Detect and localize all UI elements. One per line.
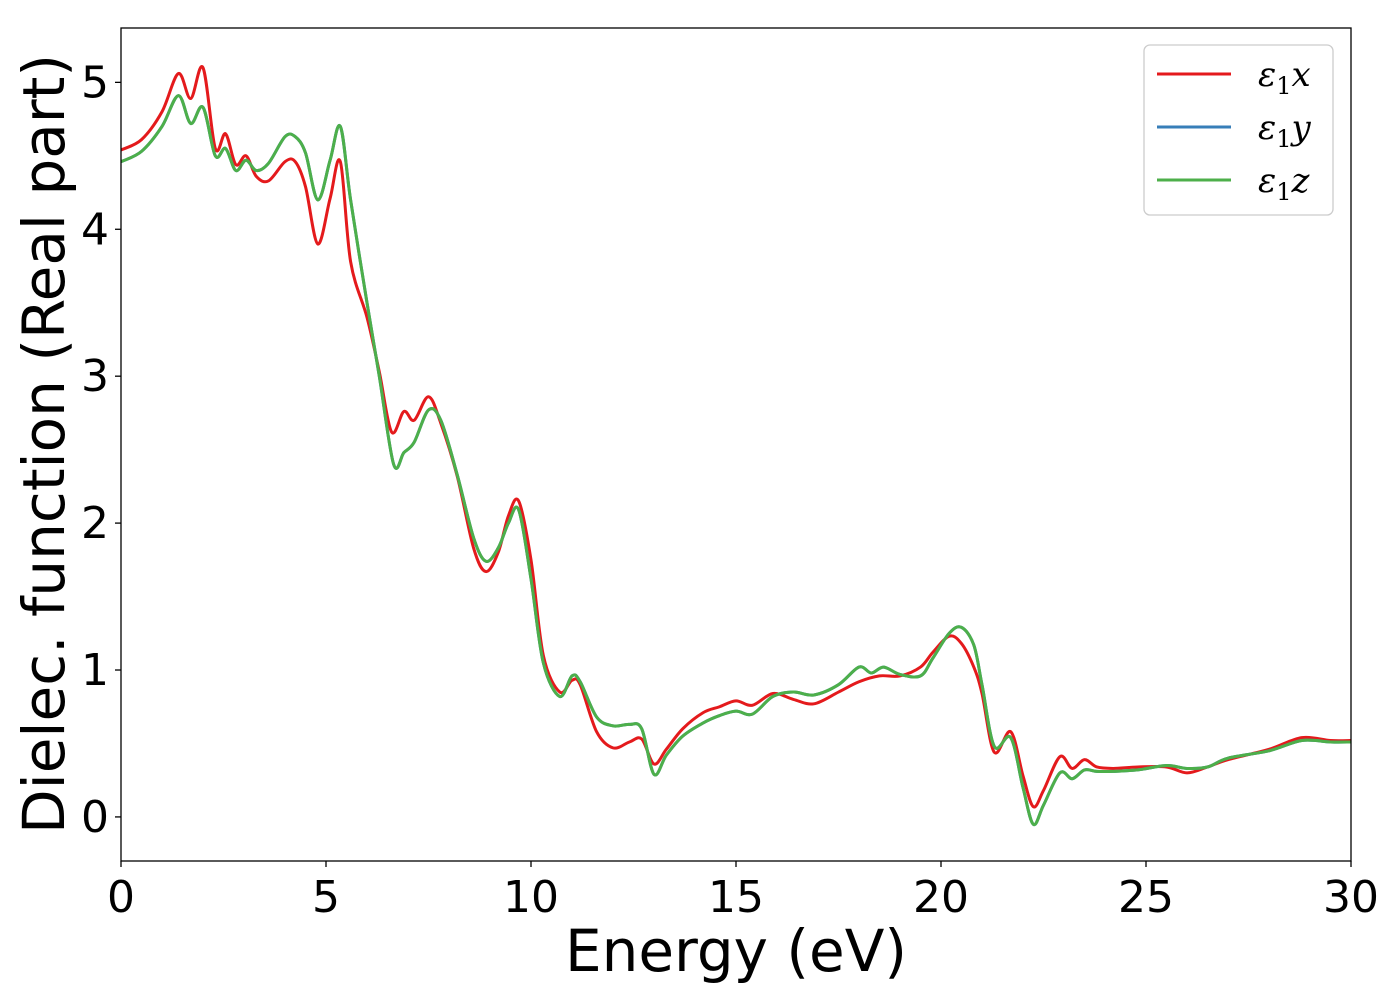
x-axis-label: Energy (eV)	[565, 917, 907, 985]
series-line-x	[121, 65, 1351, 809]
y-axis-label: Dielec. function (Real part)	[10, 54, 78, 834]
y-tick-label: 2	[81, 498, 109, 549]
legend-label-x: ε1x	[1258, 55, 1311, 100]
legend-entries: ε1x ε1y ε1z	[1157, 55, 1312, 206]
x-tick-label: 10	[503, 872, 559, 923]
x-tick-label: 0	[107, 872, 135, 923]
x-tick-label: 5	[312, 872, 340, 923]
x-tick-label: 25	[1118, 872, 1174, 923]
legend-frame	[1143, 44, 1334, 216]
x-tick-label: 30	[1323, 872, 1379, 923]
y-tick-label: 4	[81, 204, 109, 255]
ticks-layer: 0 5 10 15 20 25 30 0 1 2 3 4 5	[81, 57, 1379, 923]
y-tick-label: 1	[81, 645, 109, 696]
y-tick-label: 5	[81, 57, 109, 108]
legend-label-y: ε1y	[1258, 108, 1312, 153]
x-tick-label: 15	[708, 872, 764, 923]
legend-label-z: ε1z	[1258, 161, 1311, 206]
y-tick-label: 0	[81, 792, 109, 843]
x-tick-label: 20	[913, 872, 969, 923]
legend: ε1x ε1y ε1z	[1143, 44, 1334, 216]
series-layer	[121, 65, 1351, 827]
y-tick-label: 3	[81, 351, 109, 402]
series-line-z	[121, 94, 1351, 827]
